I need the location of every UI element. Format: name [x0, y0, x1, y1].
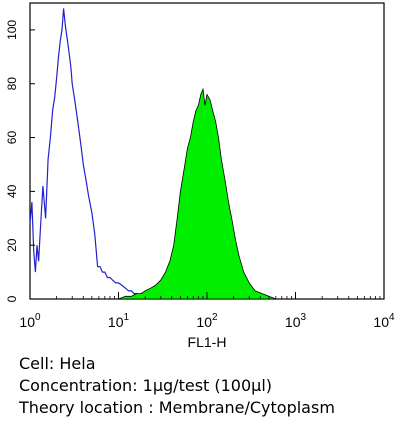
y-tick-label: 40: [5, 184, 19, 198]
x-axis-label: FL1-H: [188, 334, 227, 350]
y-tick-label: 20: [5, 238, 19, 252]
caption-location: Theory location : Membrane/Cytoplasm: [19, 398, 335, 417]
y-tick-label: 80: [5, 77, 19, 91]
x-tick-label: 102: [196, 312, 218, 330]
series-1-filled-histogram: [118, 87, 277, 300]
x-tick-label: 100: [19, 312, 41, 330]
y-tick-label: 0: [5, 295, 19, 302]
x-tick-label: 103: [285, 312, 307, 330]
x-tick-label: 104: [373, 312, 395, 330]
x-tick-label: 101: [108, 312, 130, 330]
series-0-outline-histogram: [29, 8, 142, 300]
caption-concentration: Concentration: 1μg/test (100μl): [19, 376, 273, 395]
y-tick-label: 60: [5, 131, 19, 145]
y-tick-label: 100: [5, 20, 19, 40]
caption-cell: Cell: Hela: [19, 354, 96, 373]
histogram-chart: 0 20 40 60 80 100 100 101 102 103 104 FL1-H: [5, 2, 395, 350]
